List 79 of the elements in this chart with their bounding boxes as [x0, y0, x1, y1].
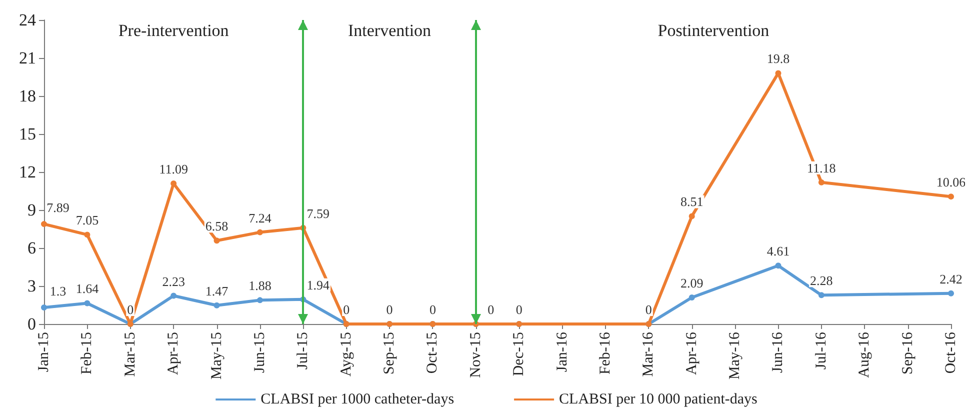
point	[41, 221, 47, 228]
data-label: 0	[127, 302, 134, 317]
y-tick-label: 18	[19, 86, 36, 106]
legend-label: CLABSI per 10 000 patient-days	[559, 392, 758, 408]
data-label: 0	[386, 302, 393, 317]
x-tick-label: Mar-15	[122, 332, 138, 377]
x-tick-label: Sep-15	[382, 332, 398, 374]
data-label: 7.59	[306, 206, 330, 221]
annotation: Postintervention	[658, 21, 770, 40]
data-label: 0	[429, 302, 436, 317]
x-tick-label: Feb-15	[79, 332, 96, 374]
x-tick-label: Jun-15	[252, 332, 268, 373]
point	[818, 292, 824, 298]
data-label: 6.58	[205, 218, 228, 234]
y-tick-label: 3	[28, 276, 36, 296]
point	[775, 262, 782, 269]
data-label: 4.61	[766, 244, 790, 259]
data-label: 8.51	[680, 194, 704, 210]
point	[84, 300, 90, 306]
point	[170, 292, 177, 299]
x-tick-label: Jan-16	[554, 332, 570, 372]
data-label: 11.18	[807, 160, 836, 176]
point	[948, 290, 954, 296]
x-tick-label: Jun-16	[770, 332, 786, 373]
data-label: 1.3	[50, 284, 66, 299]
annotation: Pre-intervention	[118, 21, 230, 40]
data-label: 1.64	[76, 281, 100, 296]
y-tick-label: 9	[28, 200, 36, 220]
x-tick-label: Mar-16	[640, 332, 657, 377]
data-label: 7.89	[46, 200, 70, 216]
data-label: 0	[645, 302, 652, 317]
data-label: 11.09	[159, 162, 188, 177]
x-tick-label: Jan-15	[36, 332, 52, 372]
data-label: 2.09	[680, 276, 704, 291]
y-tick-label: 21	[19, 48, 36, 68]
data-label: 0	[488, 302, 494, 317]
x-tick-label: Jul-16	[813, 332, 830, 370]
data-label: 0	[343, 302, 350, 317]
data-label: 1.94	[306, 277, 330, 292]
data-label: 2.28	[810, 273, 833, 288]
data-label: 19.8	[766, 51, 790, 66]
y-tick-label: 12	[19, 162, 36, 182]
x-tick-label: Aug-16	[856, 332, 873, 378]
point	[84, 232, 90, 238]
x-tick-label: Oct-16	[943, 332, 959, 374]
data-label: 0	[516, 302, 522, 317]
x-tick-label: Sep-16	[900, 332, 916, 374]
point	[948, 194, 954, 200]
point	[256, 229, 263, 236]
data-label: 2.23	[162, 274, 185, 289]
annotation: Intervention	[348, 21, 432, 40]
x-tick-label: Nov-15	[468, 332, 484, 378]
point	[256, 297, 263, 304]
x-tick-label: Jul-15	[295, 332, 312, 370]
x-tick-label: Oct-15	[424, 332, 441, 374]
y-tick-label: 24	[19, 10, 36, 30]
point	[688, 213, 695, 220]
point	[688, 294, 695, 301]
x-tick-label: Dec-15	[511, 332, 528, 376]
data-label: 1.47	[205, 283, 229, 298]
data-label: 7.24	[248, 210, 272, 226]
data-label: 10.06	[936, 174, 966, 190]
data-label: 1.88	[248, 278, 272, 294]
data-label: 2.42	[940, 271, 962, 286]
point	[214, 238, 220, 244]
y-tick-label: 15	[19, 124, 36, 144]
x-tick-label: Feb-16	[597, 332, 614, 374]
point	[818, 179, 824, 186]
x-tick-label: Apr-16	[684, 332, 700, 376]
x-tick-label: May-16	[727, 332, 744, 380]
legend-label: CLABSI per 1000 catheter-days	[260, 392, 454, 408]
data-label: 7.05	[76, 212, 99, 228]
x-tick-label: Ayg-15	[338, 332, 354, 376]
point	[214, 302, 220, 308]
y-tick-label: 6	[28, 238, 36, 258]
x-tick-label: Apr-15	[166, 332, 182, 376]
y-tick-label: 0	[28, 314, 36, 334]
x-tick-label: May-15	[208, 332, 225, 380]
point	[41, 304, 47, 311]
